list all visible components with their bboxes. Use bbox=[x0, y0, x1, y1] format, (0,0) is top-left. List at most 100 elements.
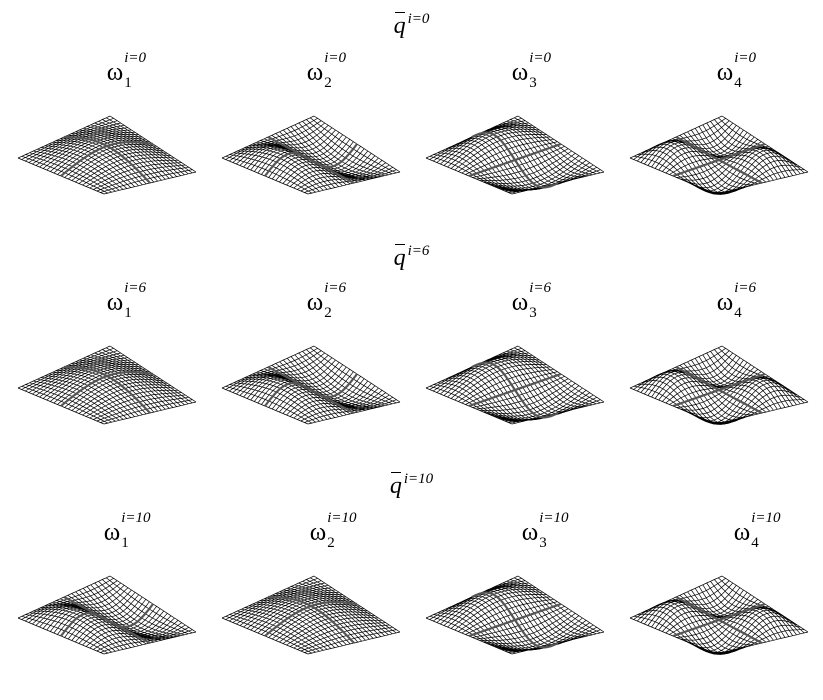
mode-shape-mesh bbox=[629, 115, 809, 195]
stiffener-line bbox=[468, 372, 562, 408]
mesh-plot-r0-c2 bbox=[414, 88, 612, 236]
mode-superscript: i=6 bbox=[124, 280, 147, 296]
stiffener-line bbox=[468, 142, 562, 178]
mode-label-r0-c2: ω 3 i=0 bbox=[460, 51, 580, 91]
mode-superscript: i=6 bbox=[529, 280, 552, 296]
stiffener-lines bbox=[468, 361, 562, 419]
mode-subscript: 3 bbox=[529, 75, 537, 91]
mode-label-r1-c3: ω 4 i=6 bbox=[665, 281, 785, 321]
mesh-lines bbox=[425, 575, 605, 655]
mode-label-r2-c3: ω 4 i=10 bbox=[682, 511, 802, 551]
stiffener-line bbox=[672, 142, 766, 178]
mesh-lines bbox=[629, 575, 809, 655]
mode-shape-mesh bbox=[425, 345, 605, 425]
mode-shape-mesh bbox=[17, 115, 197, 195]
omega-symbol: ω bbox=[306, 59, 324, 86]
mode-shape-mesh bbox=[221, 115, 401, 195]
omega-symbol: ω bbox=[106, 59, 124, 86]
row-header-superscript: i=10 bbox=[403, 471, 434, 487]
mesh-plot-r1-c1 bbox=[210, 318, 408, 466]
mode-label-r2-c1: ω 2 i=10 bbox=[258, 511, 378, 551]
stiffener-lines bbox=[264, 366, 358, 414]
mesh-plot-r2-c0 bbox=[6, 548, 204, 696]
omega-symbol: ω bbox=[103, 519, 121, 546]
mesh-plot-r0-c0 bbox=[6, 88, 204, 236]
mesh-lines bbox=[221, 115, 401, 195]
stiffener-line bbox=[264, 601, 358, 637]
mode-subscript: 3 bbox=[539, 535, 547, 551]
mesh-plot-r1-c0 bbox=[6, 318, 204, 466]
mode-superscript: i=0 bbox=[124, 50, 147, 66]
stiffener-lines bbox=[60, 135, 154, 184]
mode-subscript: 2 bbox=[327, 535, 335, 551]
stiffener-lines bbox=[468, 591, 562, 649]
mode-superscript: i=10 bbox=[121, 510, 151, 526]
omega-symbol: ω bbox=[106, 289, 124, 316]
mode-label-r2-c2: ω 3 i=10 bbox=[470, 511, 590, 551]
stiffener-lines bbox=[672, 596, 766, 644]
omega-symbol: ω bbox=[511, 289, 529, 316]
stiffener-line bbox=[672, 602, 766, 638]
mode-subscript: 1 bbox=[121, 535, 129, 551]
row-header-symbol: q bbox=[389, 472, 402, 499]
mode-superscript: i=10 bbox=[327, 510, 357, 526]
mesh-plot-r0-c1 bbox=[210, 88, 408, 236]
mesh-plot-r2-c2 bbox=[414, 548, 612, 696]
mesh-plot-r0-c3 bbox=[618, 88, 816, 236]
mesh-lines bbox=[221, 575, 401, 655]
stiffener-line bbox=[60, 371, 154, 407]
mode-label-r1-c1: ω 2 i=6 bbox=[255, 281, 375, 321]
stiffener-line bbox=[468, 602, 562, 638]
row-header-superscript: i=6 bbox=[407, 243, 430, 259]
mode-subscript: 1 bbox=[124, 305, 132, 321]
mode-shape-mesh bbox=[17, 575, 197, 655]
mode-subscript: 2 bbox=[324, 75, 332, 91]
row-header-symbol: q bbox=[393, 12, 406, 39]
row-header-0: q i=0 bbox=[0, 11, 823, 39]
mode-shape-mesh bbox=[221, 345, 401, 425]
stiffener-lines bbox=[468, 131, 562, 189]
mesh-line bbox=[225, 615, 312, 654]
omega-symbol: ω bbox=[716, 289, 734, 316]
stiffener-lines bbox=[264, 595, 358, 644]
mode-subscript: 4 bbox=[751, 535, 759, 551]
mode-subscript: 4 bbox=[734, 305, 742, 321]
mode-shape-mesh bbox=[629, 345, 809, 425]
mode-shape-mesh bbox=[425, 575, 605, 655]
omega-symbol: ω bbox=[521, 519, 539, 546]
stiffener-line bbox=[264, 373, 358, 407]
mesh-line bbox=[21, 155, 108, 194]
row-header-1: q i=6 bbox=[0, 243, 823, 271]
mesh-plot-r1-c2 bbox=[414, 318, 612, 466]
mesh-lines bbox=[221, 345, 401, 425]
stiffener-lines bbox=[60, 596, 154, 644]
mode-superscript: i=0 bbox=[324, 50, 347, 66]
mesh-plot-r1-c3 bbox=[618, 318, 816, 466]
mode-superscript: i=6 bbox=[734, 280, 757, 296]
omega-symbol: ω bbox=[716, 59, 734, 86]
mode-superscript: i=6 bbox=[324, 280, 347, 296]
stiffener-line bbox=[60, 603, 154, 637]
stiffener-line bbox=[672, 372, 766, 408]
row-header-symbol: q bbox=[393, 244, 406, 271]
mesh-lines bbox=[629, 345, 809, 425]
mesh-lines bbox=[17, 115, 197, 195]
mode-subscript: 3 bbox=[529, 305, 537, 321]
mesh-lines bbox=[17, 345, 197, 425]
mode-label-r1-c0: ω 1 i=6 bbox=[55, 281, 175, 321]
stiffener-lines bbox=[264, 136, 358, 184]
stiffener-lines bbox=[672, 366, 766, 414]
mesh-lines bbox=[629, 115, 809, 195]
mode-superscript: i=10 bbox=[751, 510, 781, 526]
mode-subscript: 4 bbox=[734, 75, 742, 91]
mode-subscript: 1 bbox=[124, 75, 132, 91]
mode-shape-mesh bbox=[17, 345, 197, 425]
mesh-line bbox=[21, 385, 108, 424]
stiffener-line bbox=[60, 141, 154, 177]
row-header-superscript: i=0 bbox=[407, 11, 430, 27]
omega-symbol: ω bbox=[309, 519, 327, 546]
mode-superscript: i=10 bbox=[539, 510, 569, 526]
mesh-lines bbox=[425, 345, 605, 425]
mode-shape-mesh bbox=[425, 115, 605, 195]
omega-symbol: ω bbox=[733, 519, 751, 546]
